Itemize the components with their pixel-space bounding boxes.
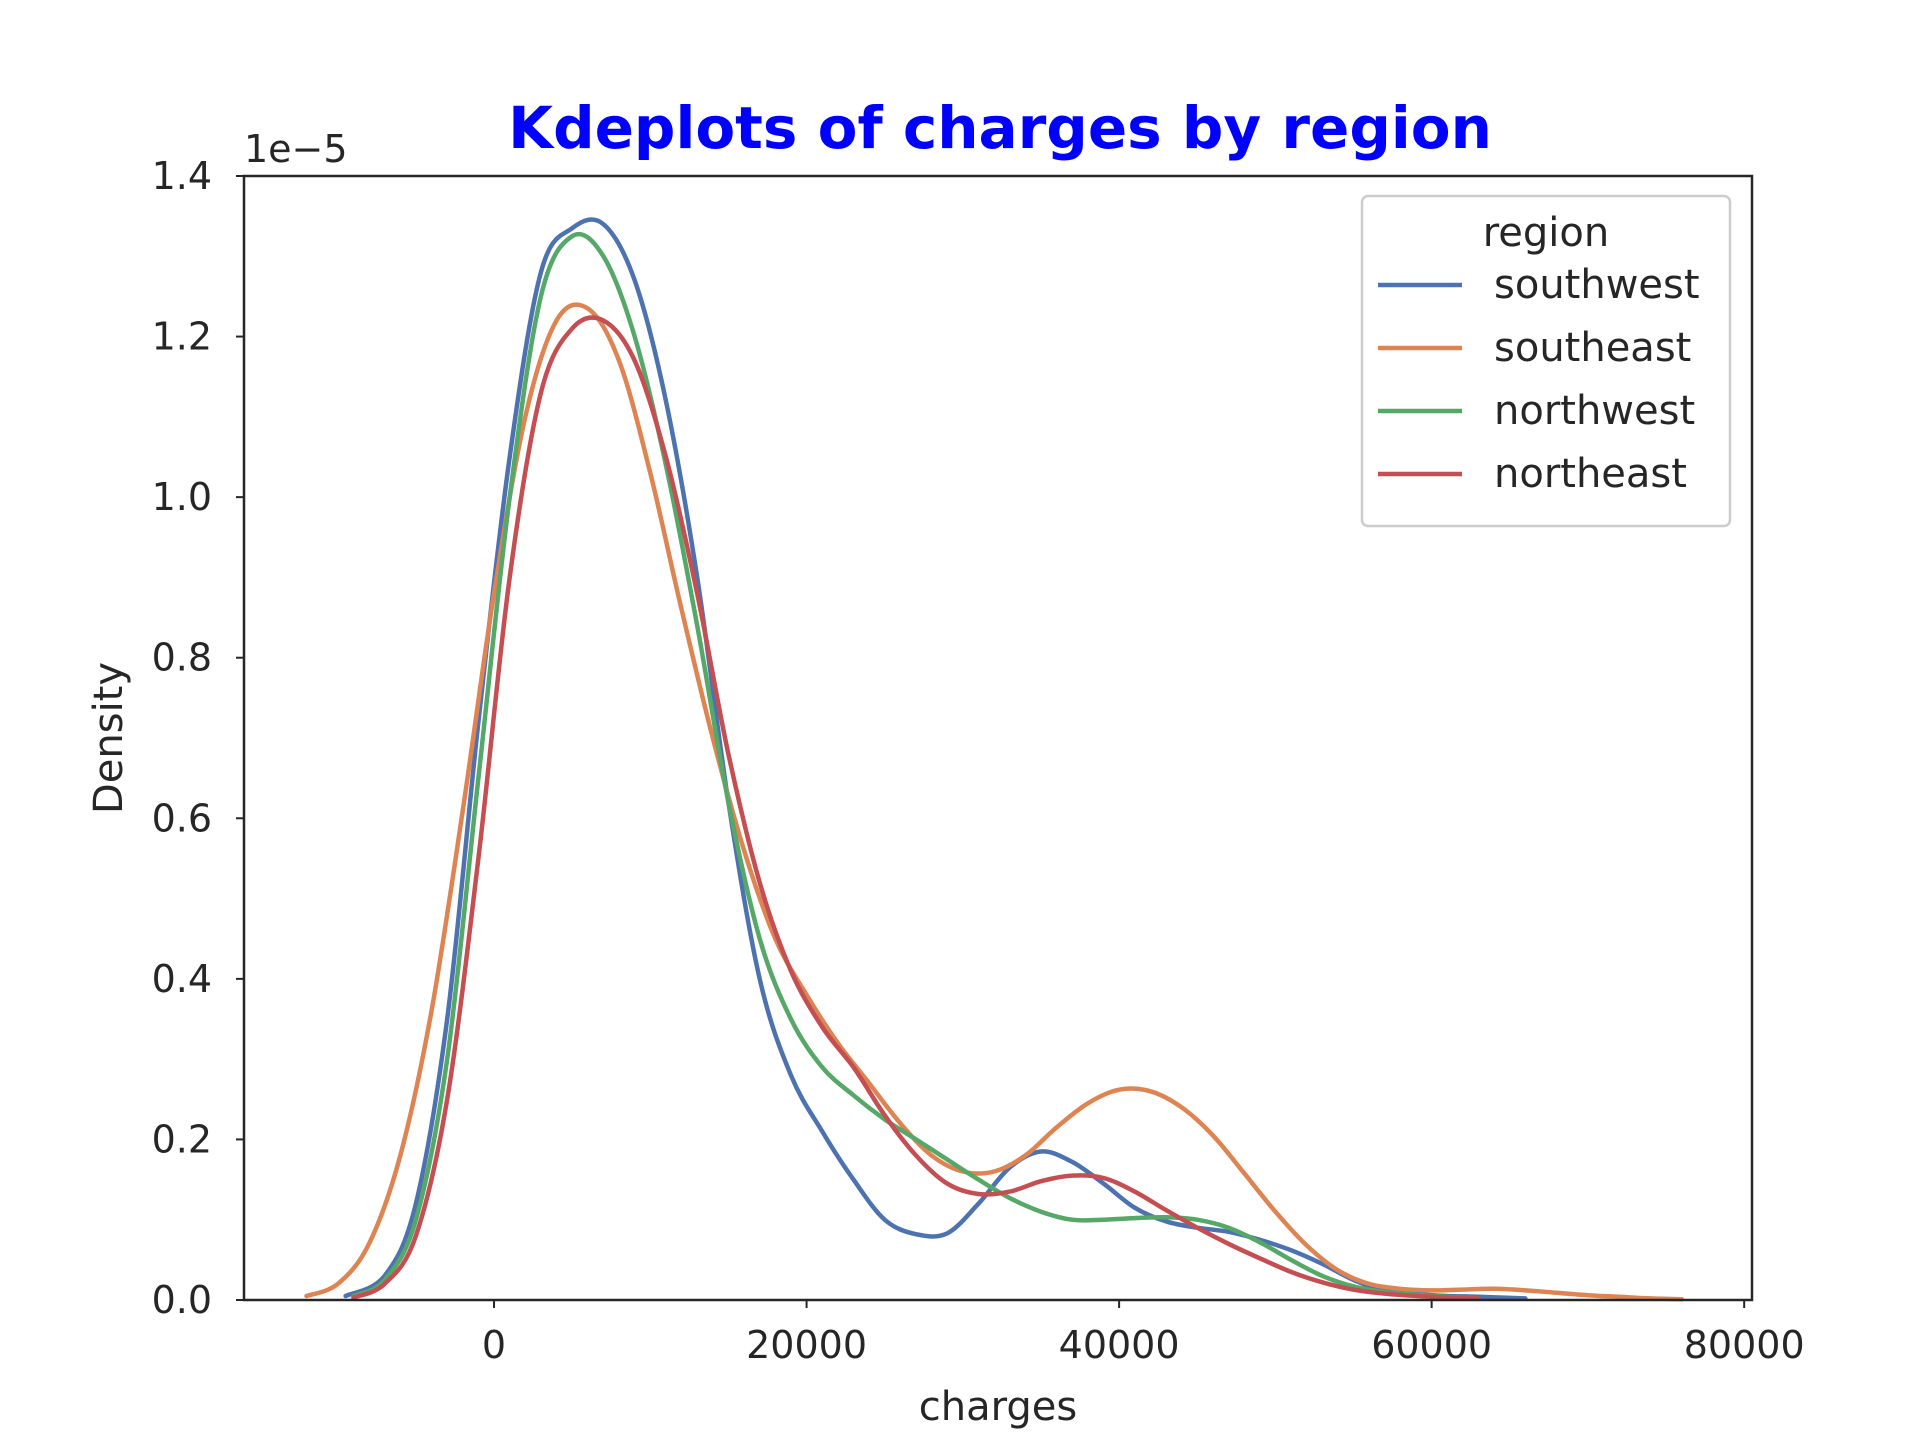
y-tick-label: 1.0 — [152, 475, 212, 519]
chart-title: Kdeplots of charges by region — [508, 94, 1492, 162]
y-tick-label: 1.2 — [152, 315, 212, 359]
x-tick-label: 40000 — [1059, 1323, 1180, 1367]
legend-items: southwest southeast northwest northeast — [1378, 262, 1700, 497]
series-layer — [304, 217, 1684, 1302]
y-axis-ticks: 0.0 0.2 0.4 0.6 0.8 1.0 1.2 1.4 — [152, 154, 244, 1322]
legend-label-southeast: southeast — [1494, 325, 1691, 371]
series-line-northeast — [351, 315, 1481, 1301]
x-tick-label: 60000 — [1371, 1323, 1492, 1367]
x-axis-label: charges — [919, 1384, 1077, 1430]
y-tick-label: 0.8 — [152, 636, 212, 680]
y-tick-label: 0.6 — [152, 796, 212, 840]
x-tick-label: 80000 — [1684, 1323, 1805, 1367]
legend-label-northeast: northeast — [1494, 451, 1687, 497]
series-line-southwest — [343, 217, 1528, 1301]
y-tick-label: 0.2 — [152, 1117, 212, 1161]
y-offset-label: 1e−5 — [244, 127, 348, 171]
y-axis-label: Density — [86, 662, 132, 814]
series-line-northwest — [351, 231, 1481, 1301]
x-tick-label: 20000 — [746, 1323, 867, 1367]
y-tick-label: 1.4 — [152, 154, 212, 198]
plot-area — [242, 174, 1754, 1302]
legend-label-southwest: southwest — [1494, 262, 1700, 308]
legend-label-northwest: northwest — [1494, 388, 1695, 434]
x-tick-label: 0 — [482, 1323, 506, 1367]
x-axis-ticks: 0 20000 40000 60000 80000 — [482, 1300, 1805, 1367]
plot-frame — [242, 174, 1754, 1302]
legend-title: region — [1483, 210, 1610, 256]
series-line-southeast — [304, 302, 1684, 1302]
y-tick-label: 0.4 — [152, 957, 212, 1001]
legend: region southwest southeast northwest northe… — [1360, 194, 1732, 528]
y-tick-label: 0.0 — [152, 1278, 212, 1322]
legend-box — [1360, 194, 1732, 528]
